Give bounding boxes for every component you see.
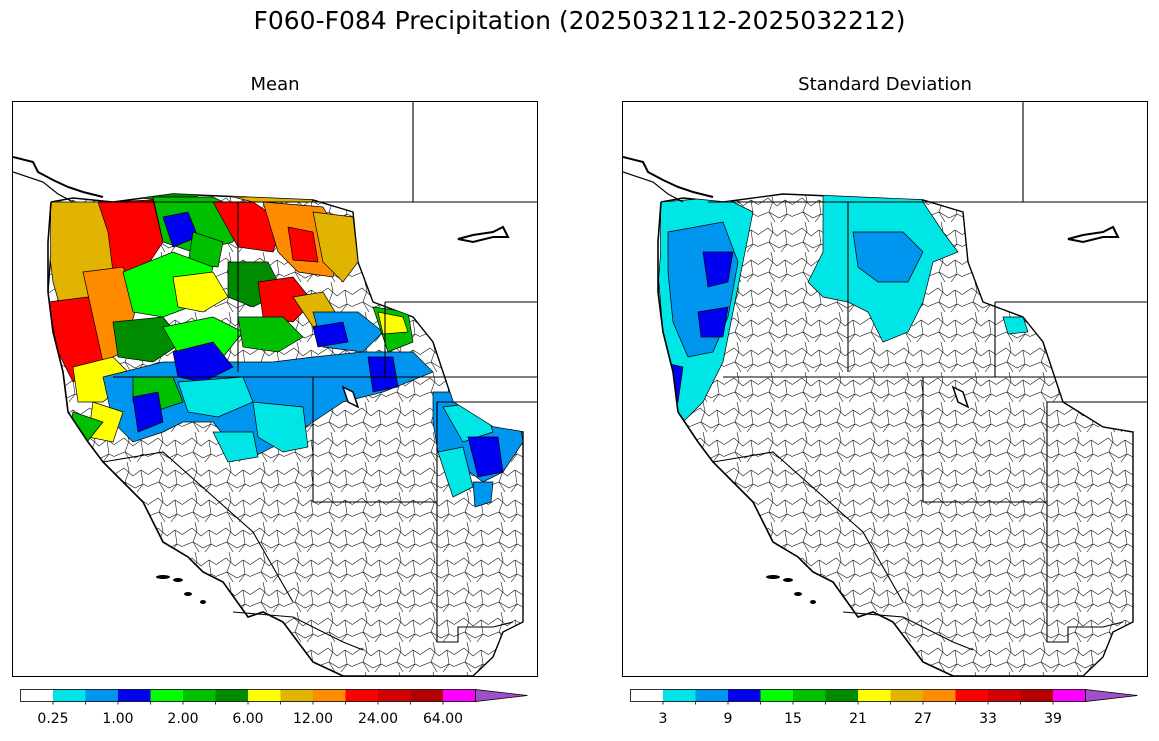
colorbar-cell <box>183 689 216 702</box>
colorbar-tick-label: 27 <box>914 711 932 727</box>
colorbar-cell <box>20 689 54 702</box>
colorbar-cell <box>630 689 664 702</box>
colorbar-cell <box>1020 689 1054 702</box>
figure-title: F060-F084 Precipitation (2025032112-2025… <box>253 6 906 35</box>
colorbar-tick-label: 15 <box>784 711 802 727</box>
colorbar-cell <box>760 689 794 702</box>
mean-precip-fill <box>48 194 523 508</box>
colorbar-tick-label: 64.00 <box>422 711 464 727</box>
colorbar-tick-label: 0.25 <box>37 711 69 727</box>
colorbar-cell <box>345 689 379 702</box>
colorbar-cell <box>793 689 826 702</box>
colorbar-cell <box>728 689 761 702</box>
colorbar-tick-label: 9 <box>723 711 733 727</box>
colorbar-cell <box>150 689 184 702</box>
stddev-panel-title: Standard Deviation <box>798 74 972 95</box>
colorbar-cell <box>988 689 1021 702</box>
colorbar-cell <box>378 689 411 702</box>
colorbar-tick-label: 24.00 <box>357 711 399 727</box>
colorbar-tick-label: 3 <box>658 711 668 727</box>
colorbar-cell <box>695 689 729 702</box>
colorbar-cell <box>1053 689 1086 702</box>
mean-panel-title: Mean <box>250 74 300 95</box>
colorbar-tick-label: 21 <box>849 711 867 727</box>
stddev-colorbar <box>630 689 1138 705</box>
colorbar-tick-label: 12.00 <box>292 711 334 727</box>
colorbar-cell <box>410 689 444 702</box>
colorbar-tick-label: 39 <box>1044 711 1062 727</box>
colorbar-tick-label: 6.00 <box>232 711 264 727</box>
colorbar-tick-label: 1.00 <box>102 711 134 727</box>
colorbar-cell <box>118 689 151 702</box>
colorbar-tick-label: 33 <box>979 711 997 727</box>
colorbar-cell <box>215 689 249 702</box>
colorbar-cell <box>663 689 696 702</box>
colorbar-cell <box>280 689 314 702</box>
colorbar-tick-label: 2.00 <box>167 711 199 727</box>
mean-colorbar <box>20 689 528 705</box>
stddev-fill <box>658 194 1029 423</box>
colorbar-cell <box>313 689 346 702</box>
colorbar-cell <box>85 689 119 702</box>
stddev-map <box>622 101 1148 677</box>
colorbar-cell <box>955 689 989 702</box>
colorbar-cell <box>923 689 956 702</box>
colorbar-cell <box>248 689 281 702</box>
colorbar-cell <box>825 689 859 702</box>
colorbar-cell <box>443 689 476 702</box>
mean-map <box>12 101 538 677</box>
colorbar-cell <box>890 689 924 702</box>
colorbar-cell <box>53 689 86 702</box>
colorbar-cell <box>858 689 891 702</box>
